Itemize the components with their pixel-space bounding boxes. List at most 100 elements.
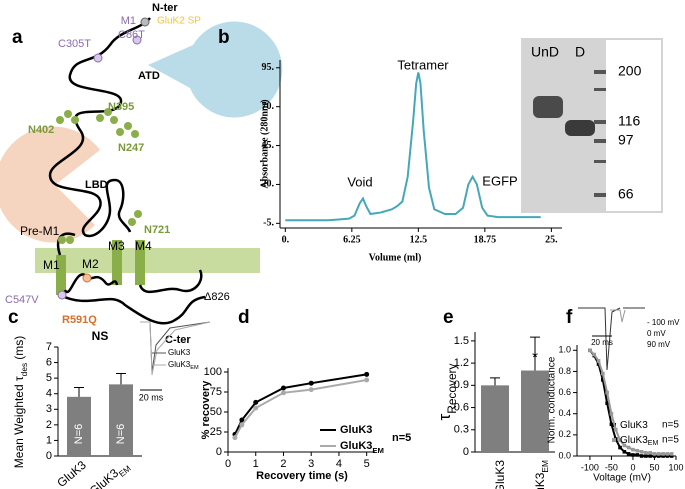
x-tick-label: 5 (364, 458, 370, 470)
diagram-label: N395 (108, 101, 134, 113)
point (656, 452, 661, 456)
helix-m3 (112, 240, 122, 285)
site (82, 273, 92, 283)
insets (140, 307, 645, 391)
point (639, 454, 644, 458)
x-tick-label: -100 (581, 462, 599, 472)
panel-letter: a (12, 27, 23, 48)
legend-label-part: GluK3 (620, 420, 648, 431)
y-tick-label: 2 (46, 419, 52, 431)
point (308, 387, 314, 393)
x-tick-label: 12.5 (410, 234, 428, 245)
x-tick-label-part: GluK3 (493, 460, 507, 489)
n-label: N=6 (73, 424, 85, 445)
panel-letter: f (566, 307, 573, 328)
x-tick-label: -50 (605, 462, 618, 472)
marker-label: 97 (618, 132, 634, 148)
point (232, 435, 238, 441)
diagram-label: R591Q (62, 314, 97, 326)
bar (109, 384, 133, 456)
y-tick-label: 50 (210, 406, 222, 418)
x-tick-label: 0 (225, 458, 231, 470)
error-bar (74, 386, 84, 397)
diagram-label: M2 (82, 257, 99, 271)
point (613, 427, 618, 432)
y-tick-label: 1.0 (558, 345, 571, 355)
point (609, 411, 614, 416)
y-tick-label: 0 (463, 446, 469, 458)
y-tick-label: 0.2 (558, 429, 571, 439)
x-tick-label-part: EM (540, 460, 550, 473)
y-axis-label-part: τ (435, 413, 454, 420)
y-axis-label: τRecovery (435, 363, 459, 420)
trace (578, 307, 621, 371)
point (644, 454, 648, 458)
site (57, 290, 67, 300)
gel-label-area (606, 40, 661, 211)
annotation: EGFP (482, 173, 517, 188)
y-tick-label: 7 (46, 341, 52, 353)
y-tick-label: 45. (262, 140, 275, 151)
point (596, 362, 601, 366)
panel-letter: c (8, 307, 19, 328)
x-tick-label: GluK3 (493, 460, 507, 489)
y-axis-label: Norm. conductance (547, 356, 558, 443)
atd-shape (148, 21, 283, 118)
x-tick-label: GluK3EM (533, 460, 550, 489)
point (280, 385, 286, 391)
gel: UnD D 200 116 97 66 (521, 38, 663, 213)
point (661, 454, 665, 458)
panel-letter: e (443, 307, 454, 328)
x-tick-label: 50 (649, 462, 659, 472)
membrane (35, 248, 260, 273)
legend-label-part: EM (190, 365, 199, 371)
point (661, 452, 665, 456)
legend-label-part: GluK3 (168, 348, 191, 357)
ladder (594, 70, 606, 197)
diagram-label: M4 (135, 239, 152, 253)
y-tick-label: 75 (210, 386, 222, 398)
point (669, 454, 674, 458)
marker-label: 116 (618, 113, 641, 129)
point (364, 377, 370, 383)
x-axis-label: Recovery time (s) (256, 470, 348, 482)
x-tick-label-part: GluK3 (87, 466, 122, 489)
y-axis-label: Mean Weighted τdes (ms) (12, 336, 29, 468)
panel-letter: b (218, 27, 230, 48)
legend-label: GluK3EM (340, 440, 384, 455)
y-tick-label: 3 (46, 403, 52, 415)
y-tick-label: 4 (46, 388, 52, 400)
legend-n: n=5 (662, 435, 679, 446)
legend-label-part: GluK3 (168, 360, 191, 369)
trace (610, 309, 626, 323)
point (669, 452, 674, 456)
y-tick-label: 0.8 (558, 366, 571, 376)
diagram-label: C-ter (165, 334, 191, 346)
diagram-label: N-ter (152, 2, 178, 14)
legend-label: GluK3 (340, 424, 372, 436)
point (631, 453, 635, 457)
bar (67, 396, 91, 456)
site (132, 35, 142, 45)
y-tick-label: 1.5 (454, 335, 469, 347)
x-axis-label: Volume (ml) (369, 252, 422, 263)
diagram-label: N402 (28, 124, 54, 136)
point (648, 451, 652, 455)
point (626, 445, 631, 450)
legend-label: 90 mV (647, 340, 671, 349)
marker-label: 200 (618, 63, 642, 79)
point (308, 380, 314, 386)
y-tick-label: 0.0 (558, 450, 571, 460)
annotation: n=5 (392, 432, 411, 444)
legend-label: GluK3EM (620, 435, 658, 448)
legend-label: 0 mV (647, 329, 666, 338)
diagram-label: C305T (58, 38, 91, 50)
y-axis-label-part: (ms) (12, 336, 26, 360)
point (648, 454, 652, 458)
bar (481, 385, 509, 452)
legend-label-part: GluK3 (340, 424, 372, 436)
point (609, 422, 614, 427)
legend-label-part: EM (372, 446, 384, 455)
legend-label-part: GluK3 (620, 435, 648, 446)
series-line (234, 373, 367, 435)
